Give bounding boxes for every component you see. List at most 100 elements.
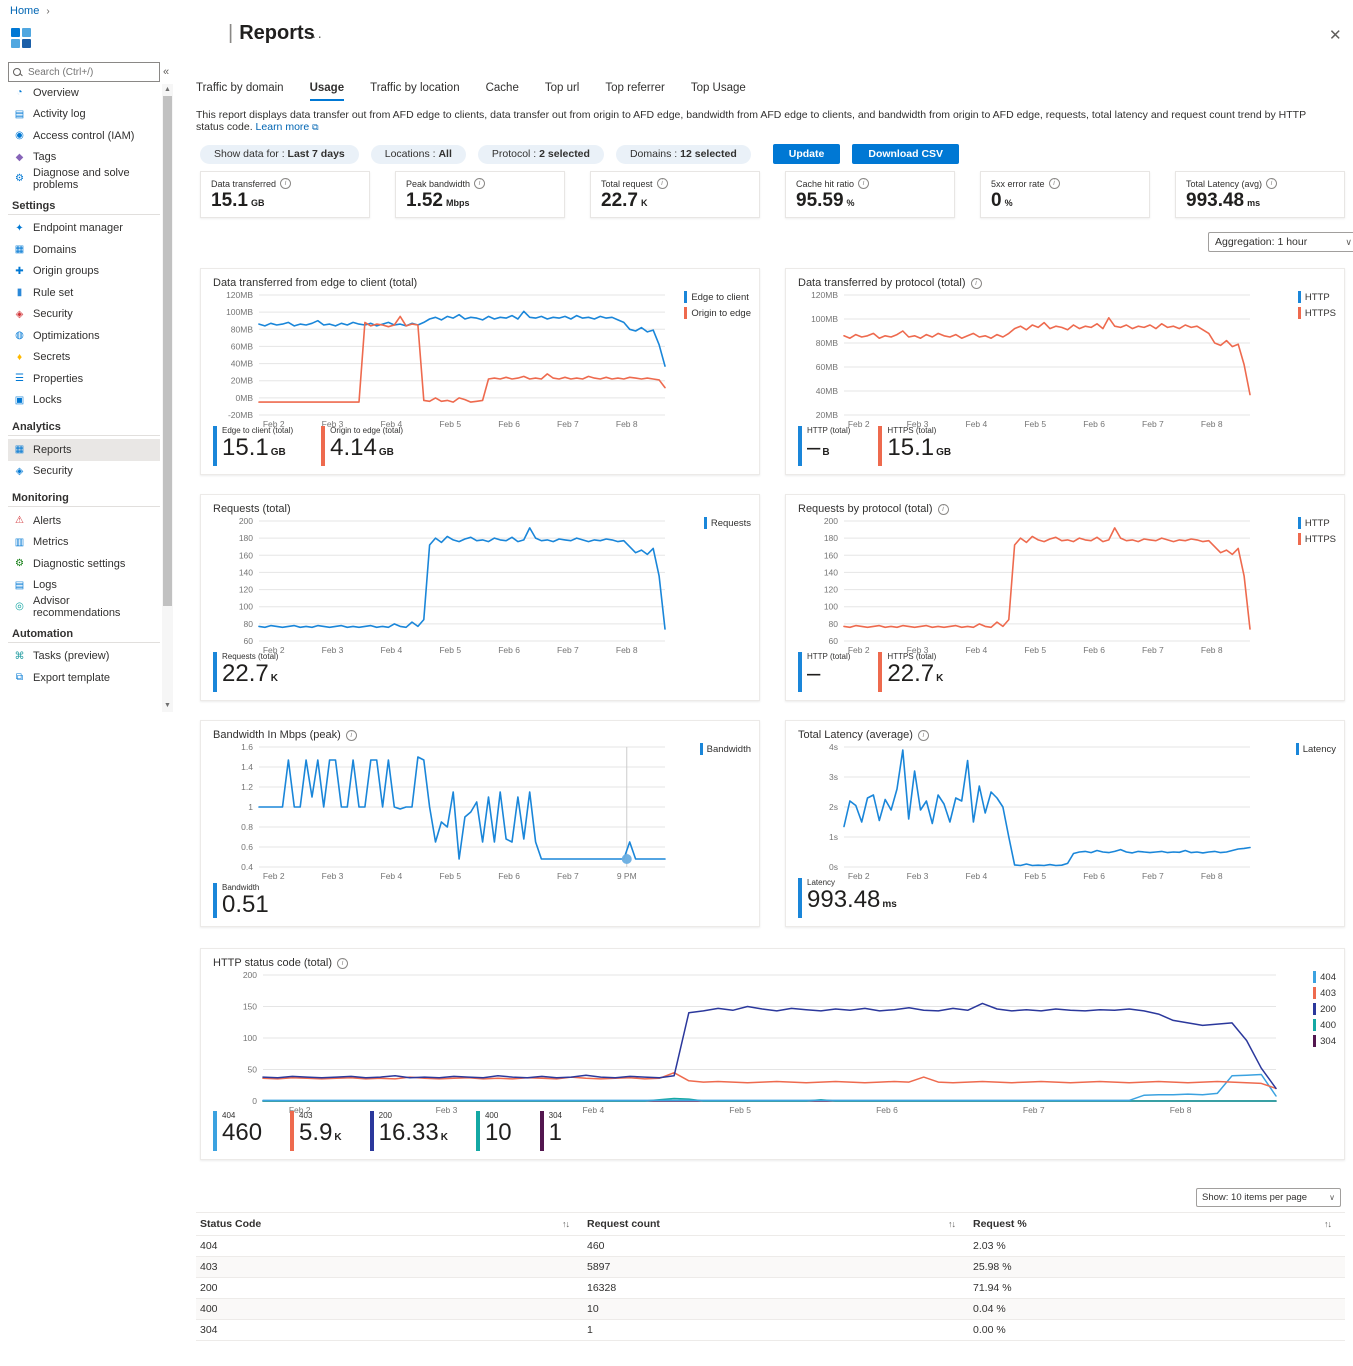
chart-title-text: Requests (total) [213, 503, 291, 515]
endpoint-manager-icon: ✦ [15, 222, 24, 234]
sidebar-item-domains[interactable]: ▦ Domains [8, 239, 160, 261]
info-icon[interactable]: i [280, 178, 292, 189]
download-csv-button[interactable]: Download CSV [852, 144, 960, 164]
kpi-card-data-transferred: Data transferred i 15.1 GB [200, 171, 370, 218]
external-link-icon: ⧉ [312, 122, 319, 132]
sidebar-item-tasks-preview[interactable]: ⌘ Tasks (preview) [8, 646, 160, 668]
sort-icon[interactable]: ↑↓ [562, 1219, 570, 1229]
info-icon[interactable]: i [858, 178, 870, 189]
info-icon[interactable]: i [970, 277, 982, 289]
update-button[interactable]: Update [772, 144, 841, 164]
info-icon[interactable]: i [474, 178, 486, 189]
sidebar-item-optimizations[interactable]: ◍ Optimizations [8, 325, 160, 347]
info-icon[interactable]: i [937, 503, 949, 515]
scrollbar-thumb[interactable] [163, 96, 172, 606]
sidebar-item-overview[interactable]: ◔ Overview [8, 82, 160, 104]
chart-plot[interactable]: 120MB 100MB 80MB 60MB 40MB 20MB 0MB -20MB Feb 2 F… [213, 289, 749, 435]
chart-plot[interactable]: 1.6 1.4 1.2 1 0.8 0.6 0.4 Feb 2 Feb 3 Feb 4 Feb 5 F… [213, 741, 749, 887]
summary-color-bar [878, 652, 883, 692]
svg-text:100MB: 100MB [226, 307, 253, 317]
tab-top-usage[interactable]: Top Usage [690, 82, 746, 94]
filter-pill-show-data-for[interactable]: Show data for : Last 7 days [200, 144, 359, 164]
legend-label: Requests [710, 517, 751, 529]
sidebar-item-metrics[interactable]: ▥ Metrics [8, 532, 160, 554]
summary-label: HTTP (total) [807, 652, 851, 661]
chart-plot[interactable]: 4s 3s 2s 1s 0s Feb 2 Feb 3 Feb 4 Feb 5 Feb 6 Feb 7… [798, 741, 1334, 887]
svg-text:20MB: 20MB [816, 410, 839, 420]
legend-item-https: HTTPS [1297, 307, 1336, 319]
items-per-page-select[interactable]: Show: 10 items per page ∨ [1196, 1188, 1341, 1207]
sidebar-item-access-control-iam[interactable]: ◉ Access control (IAM) [8, 125, 160, 147]
sidebar-item-alerts[interactable]: ⚠ Alerts [8, 510, 160, 532]
sidebar-item-rule-set[interactable]: ▮ Rule set [8, 282, 160, 304]
svg-text:1.4: 1.4 [241, 762, 253, 772]
sort-icon[interactable]: ↑↓ [1324, 1219, 1332, 1229]
filter-pill-locations[interactable]: Locations : All [370, 144, 466, 164]
chart-plot[interactable]: 200 180 160 140 120 100 80 60 Feb 2 Feb 3 Feb 4 Feb… [798, 515, 1334, 661]
svg-text:200: 200 [239, 516, 253, 526]
chart-title: Data transferred from edge to client (to… [213, 277, 747, 289]
summary-label: Latency [807, 878, 836, 887]
sidebar-collapse-icon[interactable]: « [163, 66, 170, 78]
info-icon[interactable]: i [337, 957, 349, 969]
tab-cache[interactable]: Cache [485, 82, 519, 94]
sidebar-section-title-monitoring: Monitoring [12, 492, 69, 504]
svg-text:Feb 2: Feb 2 [848, 645, 870, 655]
sidebar-item-reports[interactable]: ▦ Reports [8, 439, 160, 461]
sidebar-item-locks[interactable]: ▣ Locks [8, 390, 160, 412]
info-icon[interactable]: i [917, 729, 929, 741]
sidebar-item-endpoint-manager[interactable]: ✦ Endpoint manager [8, 218, 160, 240]
info-icon[interactable]: i [345, 729, 357, 741]
info-icon[interactable]: i [1048, 178, 1060, 189]
aggregation-select[interactable]: Aggregation: 1 hour ∨ [1208, 232, 1353, 252]
svg-text:140: 140 [824, 567, 838, 577]
breadcrumb-home-link[interactable]: Home [10, 5, 40, 17]
learn-more-link[interactable]: Learn more [255, 121, 310, 133]
sidebar-item-security[interactable]: ◈ Security [8, 304, 160, 326]
sort-icon[interactable]: ↑↓ [948, 1219, 956, 1229]
kpi-value: 95.59% [796, 190, 944, 212]
chart-plot[interactable]: 120MB 100MB 80MB 60MB 40MB 20MB Feb 2 Feb 3 Feb … [798, 289, 1334, 435]
tab-top-url[interactable]: Top url [544, 82, 580, 94]
sidebar-item-label: Rule set [33, 286, 74, 299]
sidebar-item-activity-log[interactable]: ▤ Activity log [8, 104, 160, 126]
svg-text:Feb 7: Feb 7 [1142, 871, 1164, 881]
svg-text:60MB: 60MB [231, 341, 254, 351]
summary-value: – [807, 661, 850, 687]
sidebar-item-diagnose-and-solve-problems[interactable]: ⚙ Diagnose and solve problems [8, 167, 160, 191]
sidebar-item-tags[interactable]: ◆ Tags [8, 147, 160, 169]
tab-traffic-by-domain[interactable]: Traffic by domain [196, 82, 284, 94]
filter-pill-protocol[interactable]: Protocol : 2 selected [477, 144, 604, 164]
summary-body: HTTP (total) – [807, 652, 850, 692]
chart-summaries: HTTP (total) – HTTPS (total) 22.7 K [798, 652, 943, 692]
svg-text:0MB: 0MB [236, 393, 254, 403]
sidebar-item-advisor-recommendations[interactable]: ◎ Advisor recommendations [8, 595, 160, 619]
close-icon[interactable]: ✕ [1329, 27, 1342, 44]
sidebar-item-logs[interactable]: ▤ Logs [8, 575, 160, 597]
sidebar-item-secrets[interactable]: ♦ Secrets [8, 347, 160, 369]
summary-label: Requests (total) [222, 652, 279, 661]
chart-plot[interactable]: 200 180 160 140 120 100 80 60 Feb 2 Feb 3 Feb 4 Feb… [213, 515, 749, 661]
tab-usage[interactable]: Usage [309, 82, 345, 101]
filter-pill-domains[interactable]: Domains : 12 selected [615, 144, 751, 164]
search-input[interactable] [26, 65, 155, 79]
sidebar-item-export-template[interactable]: ⧉ Export template [8, 667, 160, 689]
table-header-status-code: Status Code ↑↓ [200, 1218, 587, 1230]
chart-plot[interactable]: 200 150 100 50 0 Feb 2 Feb 3 Feb 4 Feb 5 Feb 6 Feb… [213, 969, 1334, 1121]
legend-swatch [684, 291, 688, 303]
sidebar-item-properties[interactable]: ☰ Properties [8, 368, 160, 390]
sidebar-item-origin-groups[interactable]: ✚ Origin groups [8, 261, 160, 283]
svg-text:-20MB: -20MB [228, 410, 253, 420]
info-icon[interactable]: i [656, 178, 668, 189]
scrollbar-down-icon[interactable]: ▼ [164, 702, 171, 709]
scrollbar-up-icon[interactable]: ▲ [164, 86, 171, 93]
filter-pill-value: 2 selected [539, 147, 590, 160]
tab-top-referrer[interactable]: Top referrer [605, 82, 665, 94]
chart-title: Total Latency (average) i [798, 729, 1332, 741]
info-icon[interactable]: i [1266, 178, 1278, 189]
kpi-value-text: 993.48 [1186, 190, 1245, 211]
sidebar-item-security[interactable]: ◈ Security [8, 461, 160, 483]
tab-traffic-by-location[interactable]: Traffic by location [370, 82, 460, 94]
sidebar-item-diagnostic-settings[interactable]: ⚙ Diagnostic settings [8, 553, 160, 575]
more-options-icon[interactable]: ··· [306, 28, 323, 44]
